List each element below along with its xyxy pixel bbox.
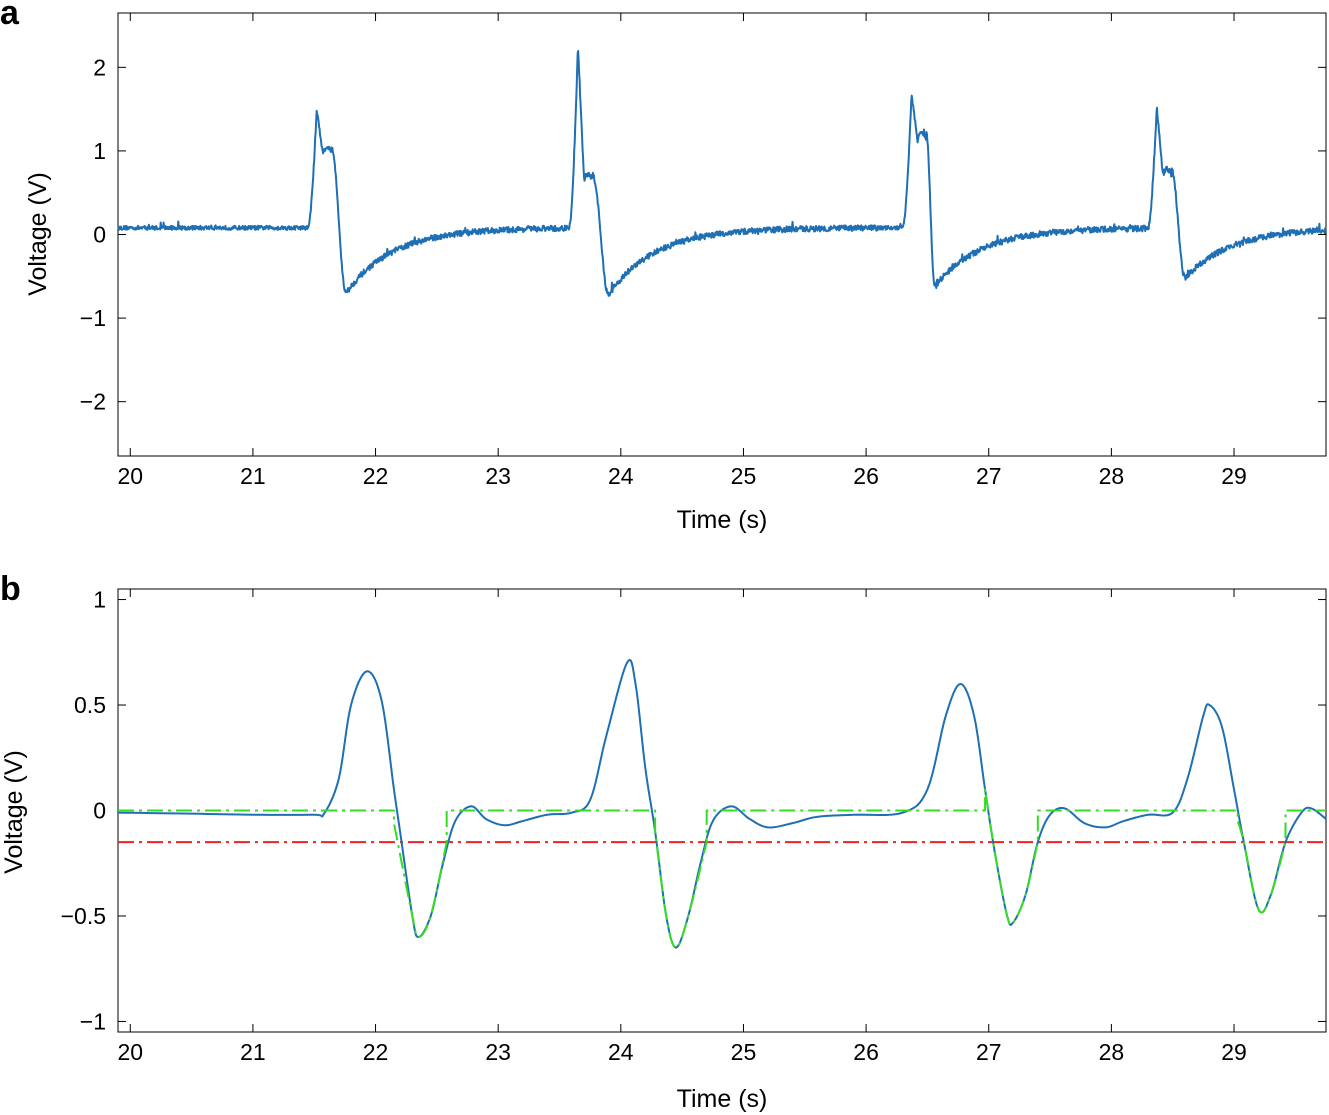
x-tick-label: 22 (363, 463, 389, 489)
x-tick-label: 27 (976, 463, 1002, 489)
y-tick-label: 2 (93, 54, 106, 80)
panel-a-x-axis-label: Time (s) (677, 506, 768, 534)
y-tick-label: −0.5 (61, 903, 106, 929)
x-tick-label: 25 (731, 1039, 757, 1065)
y-tick-label: 1 (93, 138, 106, 164)
panel-b-x-ticks: 20 21 22 23 24 25 26 27 28 29 (117, 589, 1247, 1065)
x-tick-label: 28 (1099, 1039, 1125, 1065)
y-tick-label: 0.5 (74, 692, 106, 718)
filtered-signal-line (117, 658, 1327, 949)
panel-a-chart: a 210−1−2 20 21 22 23 24 25 26 27 28 29 Time (s) … (0, 0, 1327, 534)
x-tick-label: 27 (976, 1039, 1002, 1065)
panel-b-series (117, 658, 1327, 949)
x-tick-label: 22 (363, 1039, 389, 1065)
y-tick-label: 0 (93, 798, 106, 824)
y-tick-label: −2 (80, 389, 106, 415)
panel-b-y-ticks: 1 0.5 0 −0.5 −1 (61, 587, 1326, 1034)
voltage-trace-a (117, 50, 1327, 297)
x-tick-label: 24 (608, 1039, 634, 1065)
x-tick-label: 26 (853, 1039, 879, 1065)
panel-b-letter: b (0, 570, 21, 608)
panel-a-y-ticks: 2 1 0 −1 −2 (80, 54, 1326, 415)
x-tick-label: 21 (240, 463, 266, 489)
y-tick-label: −1 (80, 305, 106, 331)
x-tick-label: 24 (608, 463, 634, 489)
panel-b-chart: b 1 0.5 0 −0.5 −1 20 21 22 23 24 25 26 27 28 29 Time … (0, 570, 1327, 1113)
panel-b-x-axis-label: Time (s) (677, 1085, 768, 1113)
panel-a-series (117, 50, 1327, 297)
x-tick-label: 21 (240, 1039, 266, 1065)
panel-a-y-axis-label: Voltage (V) (24, 172, 52, 296)
detection-line (118, 788, 1326, 949)
x-tick-label: 26 (853, 463, 879, 489)
x-tick-label: 23 (485, 463, 511, 489)
x-tick-label: 23 (485, 1039, 511, 1065)
x-tick-label: 28 (1099, 463, 1125, 489)
panel-b-y-axis-label: Voltage (V) (0, 750, 28, 874)
x-tick-label: 20 (117, 463, 143, 489)
y-tick-label: −1 (80, 1008, 106, 1034)
x-tick-label: 29 (1221, 1039, 1247, 1065)
x-tick-label: 25 (731, 463, 757, 489)
panel-a-x-ticks: 20 21 22 23 24 25 26 27 28 29 (117, 13, 1247, 489)
panel-a-letter: a (0, 0, 20, 32)
x-tick-label: 29 (1221, 463, 1247, 489)
y-tick-label: 1 (93, 587, 106, 613)
x-tick-label: 20 (117, 1039, 143, 1065)
y-tick-label: 0 (93, 222, 106, 248)
